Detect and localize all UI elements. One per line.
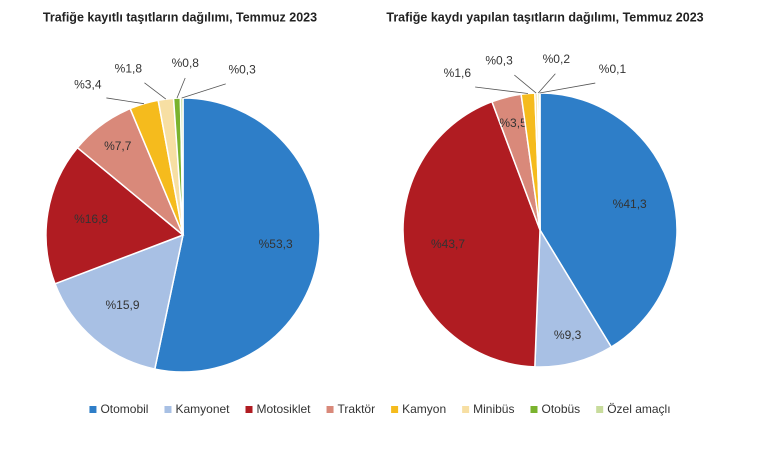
data-label: %15,9 xyxy=(105,298,139,312)
legend-label: Otobüs xyxy=(541,402,580,416)
legend-swatch xyxy=(596,406,604,413)
data-label: %41,3 xyxy=(613,197,647,211)
legend-swatch xyxy=(530,406,538,413)
legend-label: Otomobil xyxy=(100,402,148,416)
legend-swatch xyxy=(164,406,172,413)
pie-slice xyxy=(539,92,678,349)
legend-swatch xyxy=(391,406,399,413)
data-label: %3,4 xyxy=(74,77,102,91)
data-label: %7,7 xyxy=(104,139,132,153)
legend-swatch xyxy=(462,406,470,413)
data-label: %0,2 xyxy=(543,52,571,66)
leader-line xyxy=(144,82,167,100)
data-label: %0,3 xyxy=(228,62,256,76)
data-label: %9,3 xyxy=(554,328,582,342)
pie-slice xyxy=(538,92,541,231)
legend-label: Minibüs xyxy=(473,402,514,416)
legend-swatch xyxy=(326,406,334,413)
pie-slice xyxy=(402,100,541,368)
pie-slice xyxy=(54,233,185,370)
data-label: %0,8 xyxy=(172,56,200,70)
pie-slice xyxy=(45,146,185,285)
leader-line xyxy=(181,83,226,99)
chart-title: Trafiğe kayıtlı taşıtların dağılımı, Tem… xyxy=(43,10,317,24)
leader-line xyxy=(537,73,556,94)
legend-label: Kamyon xyxy=(402,402,446,416)
chart-title: Trafiğe kaydı yapılan taşıtların dağılım… xyxy=(386,10,703,24)
data-label: %16,8 xyxy=(74,212,108,226)
pie-slice xyxy=(153,97,321,373)
data-label: %53,3 xyxy=(259,237,293,251)
leader-line xyxy=(106,97,145,105)
data-label: %3,5 xyxy=(499,116,527,130)
data-label: %1,6 xyxy=(444,66,472,80)
legend-label: Motosiklet xyxy=(257,402,312,416)
legend-label: Kamyonet xyxy=(175,402,230,416)
data-label: %0,3 xyxy=(485,53,513,67)
pie-slice xyxy=(534,227,613,368)
leader-line xyxy=(475,86,529,94)
leader-line xyxy=(514,74,537,94)
legend-swatch xyxy=(245,406,253,413)
data-label: %43,7 xyxy=(431,237,465,251)
legend-swatch xyxy=(89,406,97,413)
leader-line xyxy=(176,77,186,99)
legend-label: Traktör xyxy=(338,402,376,416)
legend-label: Özel amaçlı xyxy=(607,402,670,416)
data-label: %0,1 xyxy=(599,62,627,76)
data-label: %1,8 xyxy=(115,61,143,75)
leader-line xyxy=(539,82,596,94)
